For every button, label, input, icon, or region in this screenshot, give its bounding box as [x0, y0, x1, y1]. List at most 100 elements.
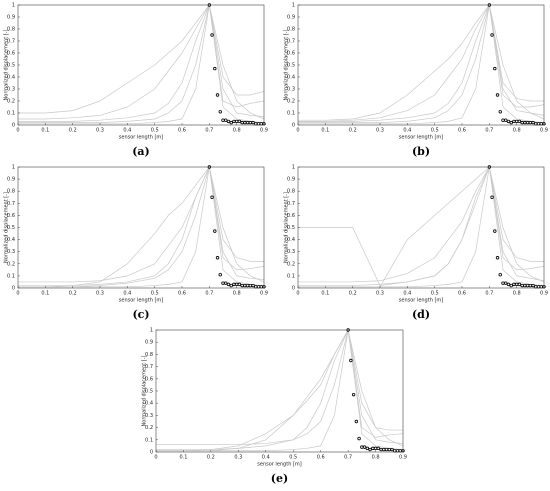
gray-line	[298, 165, 545, 286]
marker	[495, 256, 500, 260]
x-tick-label: 0.4	[403, 128, 411, 134]
y-tick-label: 0.7	[7, 201, 15, 207]
marker	[531, 120, 535, 125]
marker	[506, 282, 511, 287]
marker	[490, 33, 494, 37]
x-axis-label: sensor length [m]	[119, 135, 164, 141]
y-axis-label: Normalized displacement [-]	[4, 192, 10, 263]
y-tick-label: 0.2	[145, 425, 153, 431]
marker	[243, 283, 247, 288]
gray-line	[156, 328, 404, 452]
marker	[509, 283, 513, 288]
marker	[229, 283, 233, 288]
marker	[525, 120, 530, 125]
y-tick-label: 1	[12, 165, 15, 171]
marker	[393, 449, 397, 453]
x-tick-label: 0	[16, 291, 19, 297]
marker	[362, 445, 367, 449]
marker	[498, 272, 502, 277]
gray-line	[298, 165, 545, 286]
x-tick-label: 0.1	[321, 291, 329, 297]
marker	[517, 282, 522, 287]
marker	[390, 447, 394, 452]
y-tick-label: 1	[292, 165, 295, 171]
y-tick-label: 0.5	[7, 225, 15, 231]
x-tick-label: 0	[296, 128, 299, 134]
x-tick-label: 0.1	[321, 128, 329, 134]
gray-line	[18, 165, 265, 286]
marker	[531, 283, 535, 288]
y-tick-label: 0	[150, 450, 153, 456]
y-tick-label: 0.6	[7, 51, 15, 57]
gray-line	[18, 4, 265, 123]
y-tick-label: 1	[292, 3, 295, 9]
x-tick-label: 0.6	[178, 128, 186, 134]
marker	[520, 283, 524, 288]
marker	[379, 447, 383, 452]
gray-line	[298, 166, 545, 288]
y-tick-label: 0.9	[287, 177, 295, 183]
marker	[237, 282, 242, 287]
marker	[237, 119, 242, 124]
marker	[371, 446, 375, 451]
marker	[523, 283, 527, 288]
y-tick-label: 0.5	[145, 389, 153, 395]
y-tick-label: 0.4	[287, 75, 295, 81]
y-tick-label: 0.9	[287, 15, 295, 21]
y-tick-label: 0.7	[287, 39, 295, 45]
x-tick-label: 0.3	[376, 128, 384, 134]
marker	[525, 283, 530, 288]
marker	[240, 283, 244, 288]
marker	[512, 282, 516, 287]
y-tick-label: 0.1	[7, 273, 15, 279]
y-tick-label: 0.5	[7, 63, 15, 69]
caption: (a)	[132, 145, 150, 158]
y-tick-label: 0.6	[7, 213, 15, 219]
y-tick-label: 0.2	[287, 99, 295, 105]
x-axis-label: sensor length [m]	[399, 135, 444, 141]
marker	[243, 120, 247, 125]
gray-line	[18, 4, 265, 125]
x-tick-label: 0.4	[123, 128, 131, 134]
gray-line	[156, 328, 403, 452]
y-tick-label: 0.4	[287, 237, 295, 243]
x-tick-label: 0.1	[41, 128, 49, 134]
marker	[493, 229, 497, 233]
y-tick-label: 0.3	[7, 249, 15, 255]
gray-line	[298, 3, 545, 122]
x-tick-label: 0.8	[233, 291, 241, 297]
gray-line	[156, 329, 404, 452]
marker	[520, 120, 524, 125]
y-tick-label: 0.7	[287, 201, 295, 207]
x-tick-label: 0.8	[513, 291, 521, 297]
marker	[528, 283, 533, 288]
x-tick-label: 0.5	[431, 128, 439, 134]
gray-line	[298, 4, 545, 123]
marker	[226, 282, 231, 287]
y-tick-label: 0.8	[287, 189, 295, 195]
y-tick-label: 0.6	[145, 376, 153, 382]
x-tick-label: 0.7	[485, 291, 493, 297]
y-tick-label: 0.2	[287, 261, 295, 267]
marker	[349, 358, 353, 363]
y-tick-label: 0.6	[287, 213, 295, 219]
x-tick-label: 0.6	[178, 291, 186, 297]
caption: (b)	[412, 145, 430, 158]
marker	[387, 447, 391, 452]
marker	[248, 283, 253, 288]
marker	[504, 118, 508, 122]
x-tick-label: 0.6	[458, 128, 466, 134]
marker	[210, 33, 214, 37]
marker	[224, 118, 228, 122]
gray-line	[18, 3, 265, 120]
marker	[504, 281, 508, 285]
x-tick-label: 0.2	[349, 291, 357, 297]
marker	[384, 447, 389, 452]
y-tick-label: 0	[292, 123, 295, 129]
marker	[218, 272, 222, 277]
marker	[395, 449, 400, 453]
marker	[218, 110, 222, 114]
marker	[351, 392, 356, 397]
marker	[368, 447, 372, 452]
plot-frame	[155, 329, 404, 453]
